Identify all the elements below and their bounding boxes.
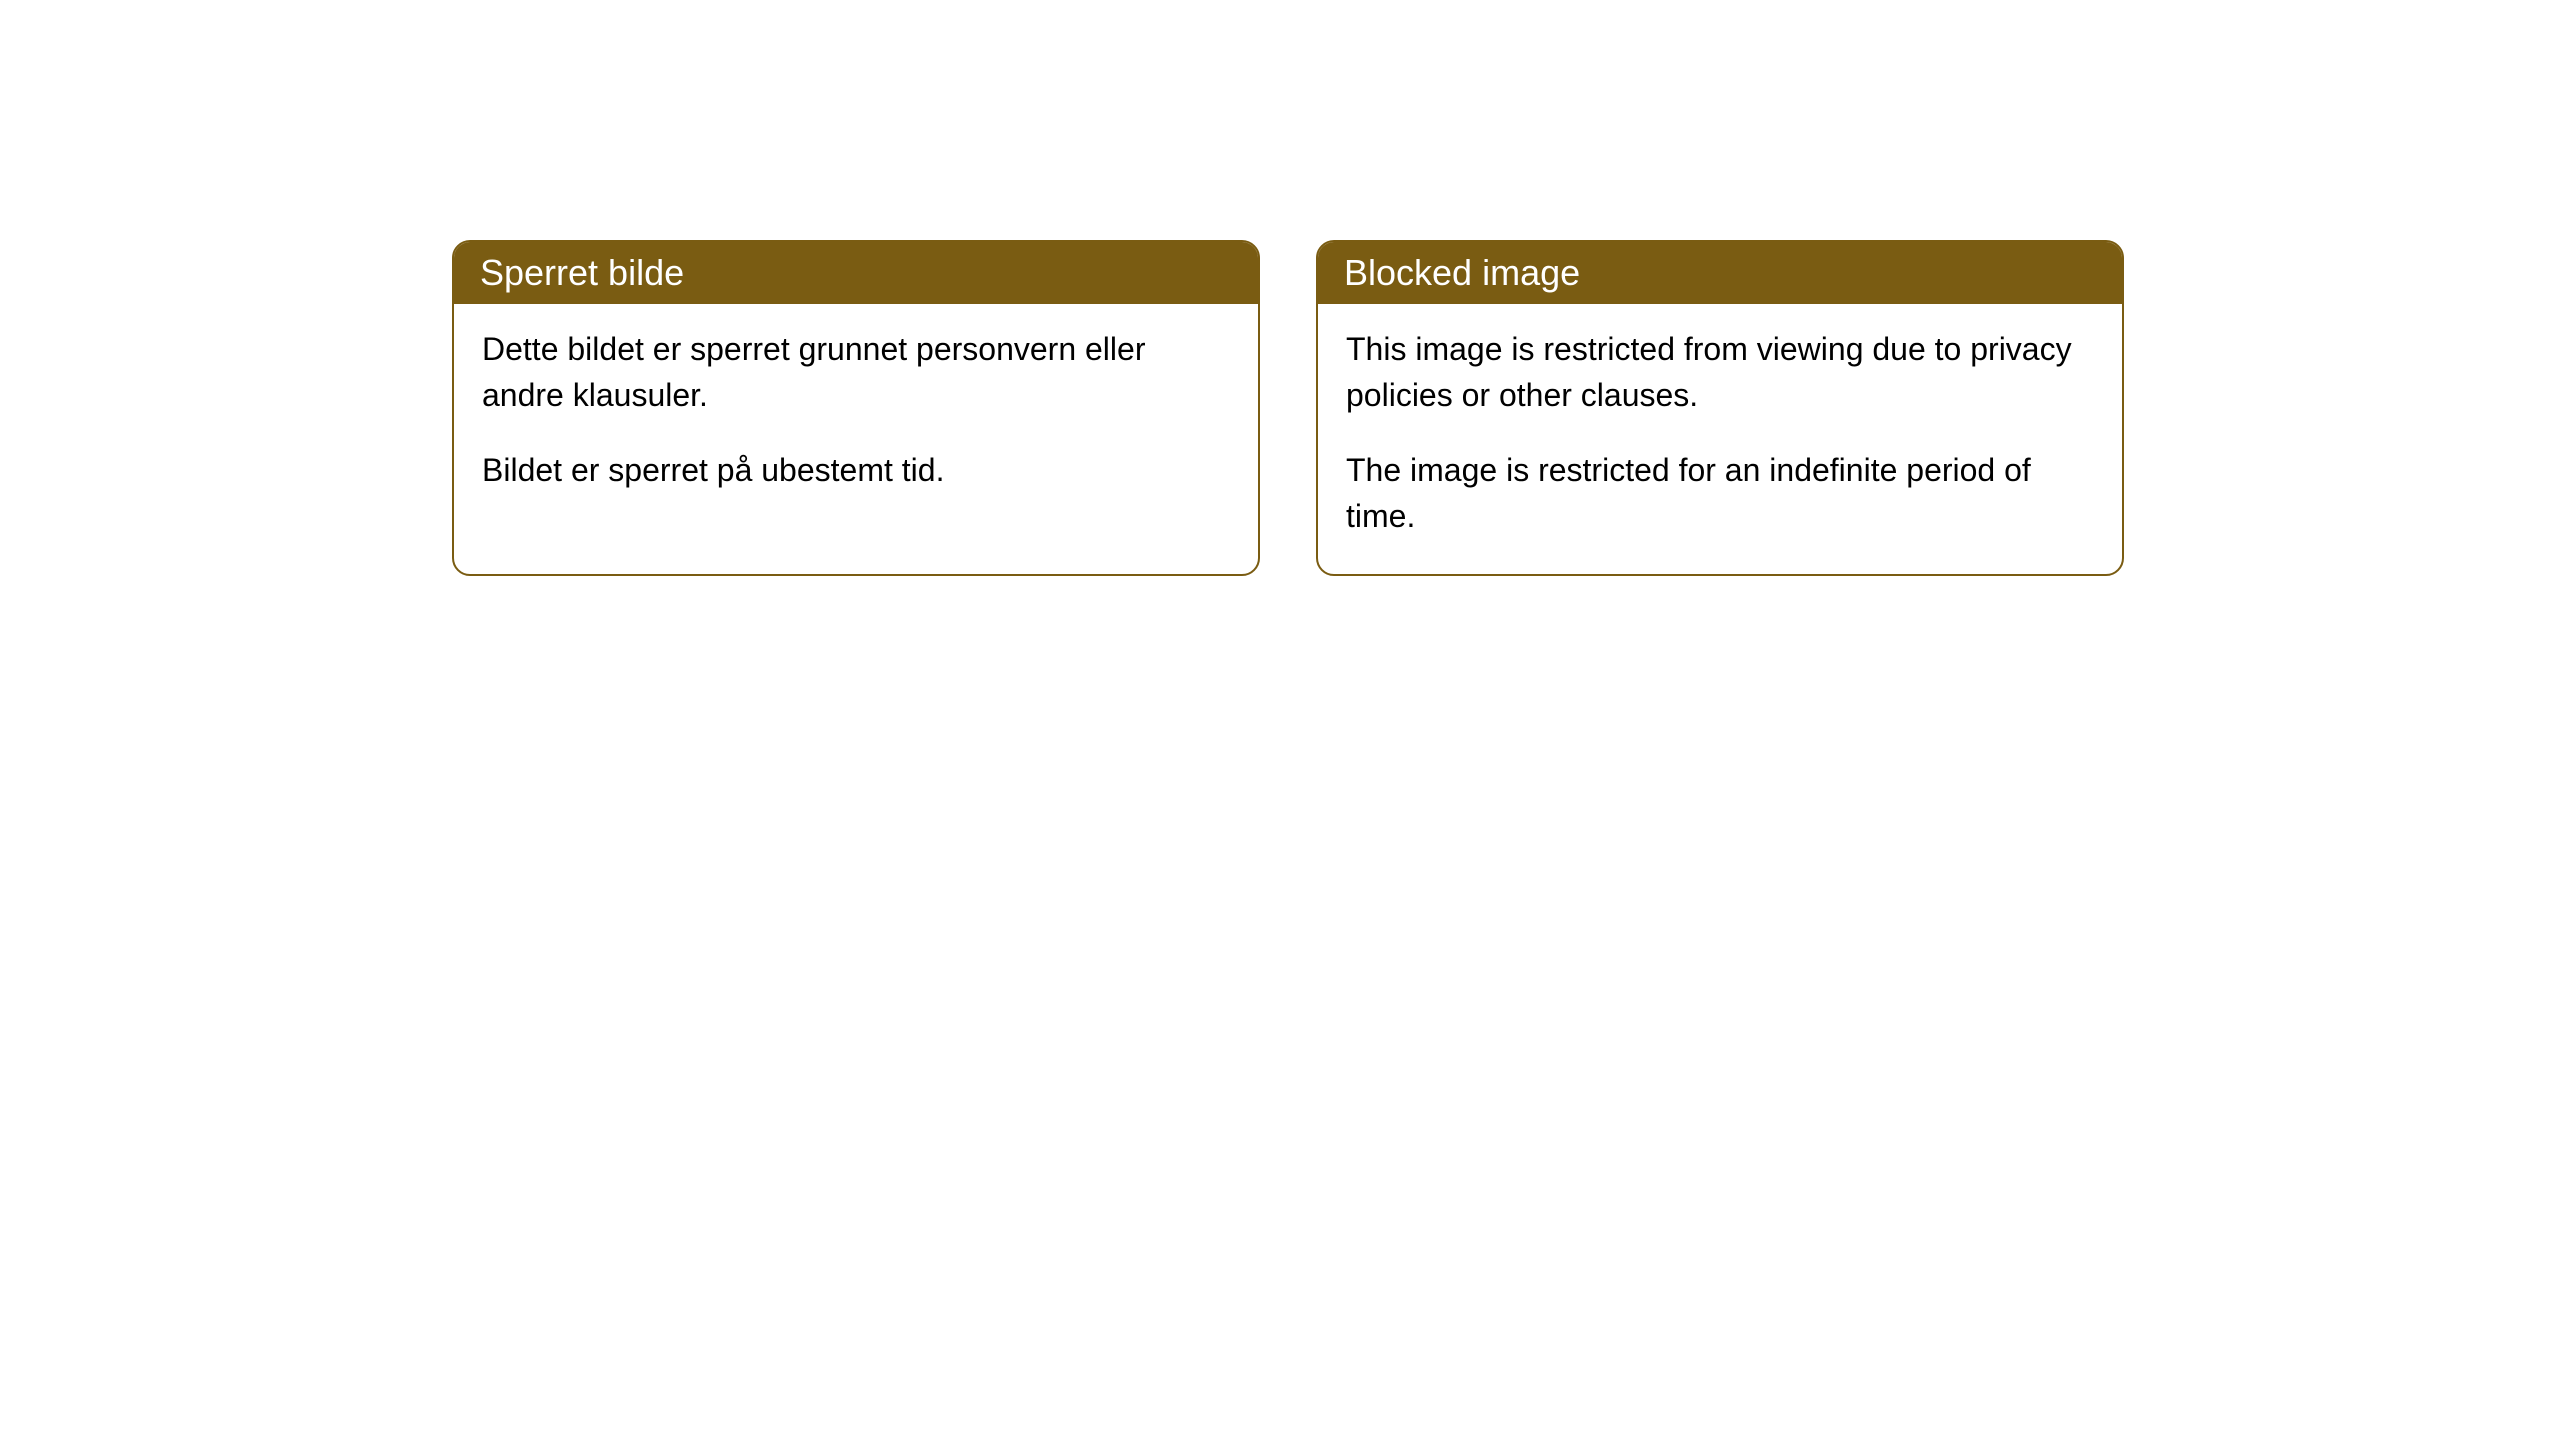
card-title: Sperret bilde xyxy=(480,252,684,293)
card-paragraph: This image is restricted from viewing du… xyxy=(1346,326,2094,419)
card-header: Sperret bilde xyxy=(454,242,1258,304)
card-header: Blocked image xyxy=(1318,242,2122,304)
card-body: Dette bildet er sperret grunnet personve… xyxy=(454,304,1258,527)
card-paragraph: Dette bildet er sperret grunnet personve… xyxy=(482,326,1230,419)
card-paragraph: Bildet er sperret på ubestemt tid. xyxy=(482,447,1230,493)
card-paragraph: The image is restricted for an indefinit… xyxy=(1346,447,2094,540)
notice-card-norwegian: Sperret bilde Dette bildet er sperret gr… xyxy=(452,240,1260,576)
card-body: This image is restricted from viewing du… xyxy=(1318,304,2122,574)
notice-container: Sperret bilde Dette bildet er sperret gr… xyxy=(0,0,2560,576)
notice-card-english: Blocked image This image is restricted f… xyxy=(1316,240,2124,576)
card-title: Blocked image xyxy=(1344,252,1580,293)
